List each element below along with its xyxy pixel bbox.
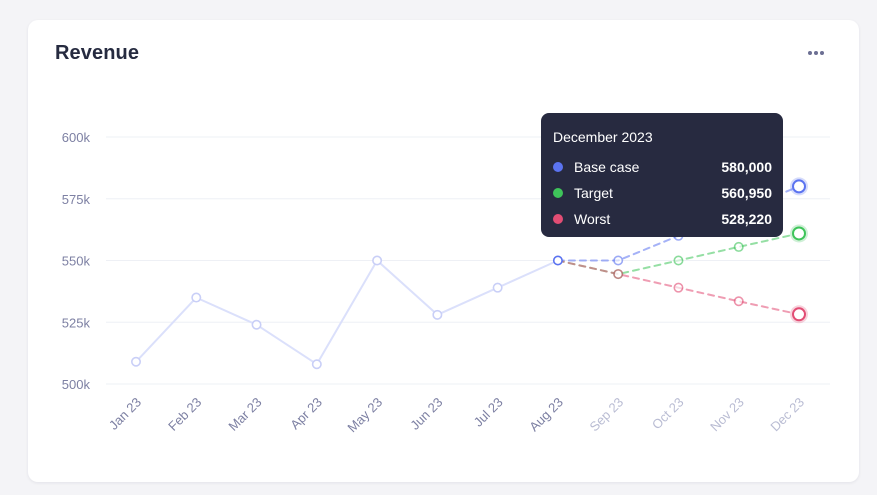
data-point-worst [673, 282, 684, 293]
data-point-worst [792, 307, 806, 322]
chart-tooltip: December 2023 Base case 580,000 Target 5… [541, 113, 783, 237]
x-tick-label: Jan 23 [106, 395, 144, 433]
legend-dot-target [553, 188, 563, 198]
x-tick-label: Apr 23 [287, 395, 325, 433]
data-point-actual [191, 292, 202, 303]
data-point-actual [311, 359, 322, 370]
y-tick-label: 600k [62, 130, 91, 145]
series-line-actual [135, 259, 559, 366]
y-tick-label: 525k [62, 315, 91, 330]
x-tick-label: Jul 23 [471, 395, 506, 430]
data-point-worst [733, 296, 744, 307]
x-tick-label: Aug 23 [526, 395, 566, 435]
tooltip-row-target: Target 560,950 [553, 180, 772, 206]
x-tick-label: Feb 23 [165, 395, 204, 434]
legend-dot-base-case [553, 162, 563, 172]
tooltip-series-value: 560,950 [721, 185, 772, 201]
tooltip-series-name: Worst [574, 211, 611, 227]
tooltip-series-name: Base case [574, 159, 640, 175]
tooltip-series-name: Target [574, 185, 613, 201]
legend-dot-worst [553, 214, 563, 224]
y-tick-label: 575k [62, 192, 91, 207]
tooltip-series-value: 580,000 [721, 159, 772, 175]
card-title: Revenue [55, 42, 140, 64]
data-point-target [792, 226, 806, 241]
y-tick-label: 500k [62, 377, 91, 392]
data-point-base [613, 255, 624, 266]
more-horizontal-icon [808, 51, 824, 55]
data-point-actual [372, 255, 383, 266]
tooltip-row-worst: Worst 528,220 [553, 206, 772, 232]
x-tick-label: Mar 23 [225, 395, 264, 434]
data-point-actual [552, 255, 563, 266]
data-point-actual [251, 319, 262, 330]
data-point-target [733, 241, 744, 252]
tooltip-title: December 2023 [553, 129, 653, 145]
x-tick-label: Oct 23 [649, 395, 687, 433]
data-point-actual [492, 282, 503, 293]
x-tick-label: May 23 [344, 395, 385, 436]
y-tick-label: 550k [62, 254, 91, 269]
x-tick-label: Nov 23 [707, 395, 747, 435]
data-point-worst [613, 269, 624, 280]
tooltip-row-base-case: Base case 580,000 [553, 154, 772, 180]
x-tick-label: Dec 23 [767, 395, 807, 435]
x-tick-label: Sep 23 [587, 395, 627, 435]
data-point-base [792, 179, 806, 194]
x-tick-label: Jun 23 [407, 395, 445, 433]
data-point-target [673, 255, 684, 266]
tooltip-series-value: 528,220 [721, 211, 772, 227]
data-point-actual [432, 309, 443, 320]
data-point-actual [131, 356, 142, 367]
more-options-button[interactable] [803, 42, 829, 64]
